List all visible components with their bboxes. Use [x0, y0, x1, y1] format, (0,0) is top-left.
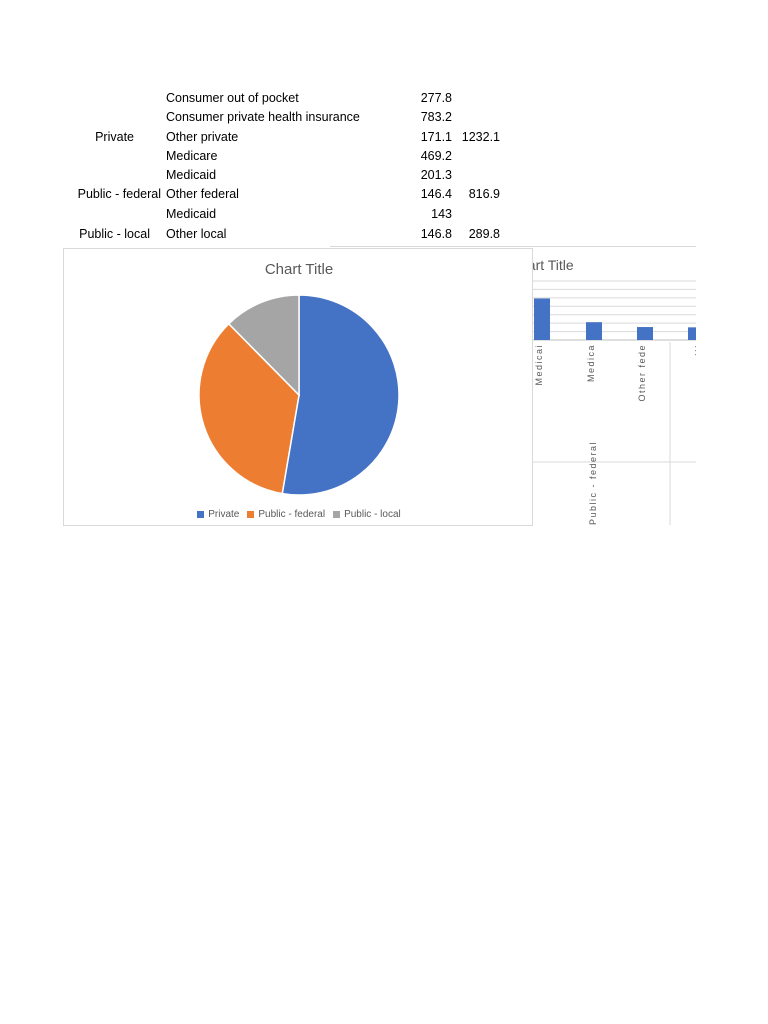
pie-slice-public-local[interactable]	[227, 294, 300, 397]
bar-chart-title: hart Title	[520, 257, 574, 273]
table-row-label: Other private	[166, 130, 239, 144]
pie-slice-public-federal[interactable]	[198, 322, 300, 495]
table-group-total: 289.8	[468, 227, 500, 241]
bar-group-label: Public - federal	[588, 441, 598, 525]
pie-chart[interactable]: Chart Title Private Public - federal Publi…	[63, 248, 533, 526]
table-group-label: Private	[95, 130, 134, 144]
table-row-label: Other federal	[166, 187, 239, 201]
table-row-value: 171.1	[420, 130, 452, 144]
legend-label: Public - local	[344, 509, 401, 520]
bar-chart-plot: hart Title Medicai Medica Other fede ... Publ…	[520, 257, 696, 525]
legend-item[interactable]: Private	[197, 509, 239, 520]
pie-chart-legend: Private Public - federal Public - local	[64, 509, 534, 520]
table-row-label: Consumer private health insurance	[166, 110, 360, 124]
bar-category-label: Medica	[586, 344, 596, 382]
bar-category-label: Medicai	[534, 344, 544, 386]
table-group-total: 1232.1	[461, 130, 500, 144]
legend-label: Public - federal	[258, 509, 326, 520]
bar-category-label: Other fede	[637, 344, 647, 402]
table-row-label: Medicaid	[166, 207, 217, 221]
legend-swatch	[197, 510, 205, 518]
pie-slice-private[interactable]	[281, 294, 400, 496]
table-row-value: 201.3	[420, 168, 452, 182]
table-group-label: Public - federal	[77, 187, 161, 201]
table-row-value: 143	[431, 207, 452, 221]
legend-swatch	[333, 510, 341, 518]
pie-chart-title[interactable]: Chart Title	[264, 261, 334, 278]
bar	[688, 327, 696, 340]
table-row-label: Consumer out of pocket	[166, 91, 299, 105]
legend-swatch	[247, 510, 255, 518]
table-row-value: 146.8	[420, 227, 452, 241]
bar-category-label: ...	[688, 344, 696, 356]
bar	[534, 298, 550, 340]
table-group-label: Public - local	[79, 227, 150, 241]
pie-chart-plot	[198, 294, 400, 496]
table-row-value: 469.2	[420, 149, 452, 163]
table-row-value: 146.4	[420, 187, 452, 201]
legend-item[interactable]: Public - federal	[247, 509, 325, 520]
table-row-label: Medicare	[166, 149, 218, 163]
table-row-label: Other local	[166, 227, 227, 241]
bar	[637, 327, 653, 340]
table-row-label: Medicaid	[166, 168, 217, 182]
legend-label: Private	[208, 509, 240, 520]
table-row-value: 277.8	[420, 91, 452, 105]
bar	[586, 322, 602, 340]
table-group-total: 816.9	[468, 187, 500, 201]
table-row-value: 783.2	[420, 110, 452, 124]
legend-item[interactable]: Public - local	[333, 509, 401, 520]
